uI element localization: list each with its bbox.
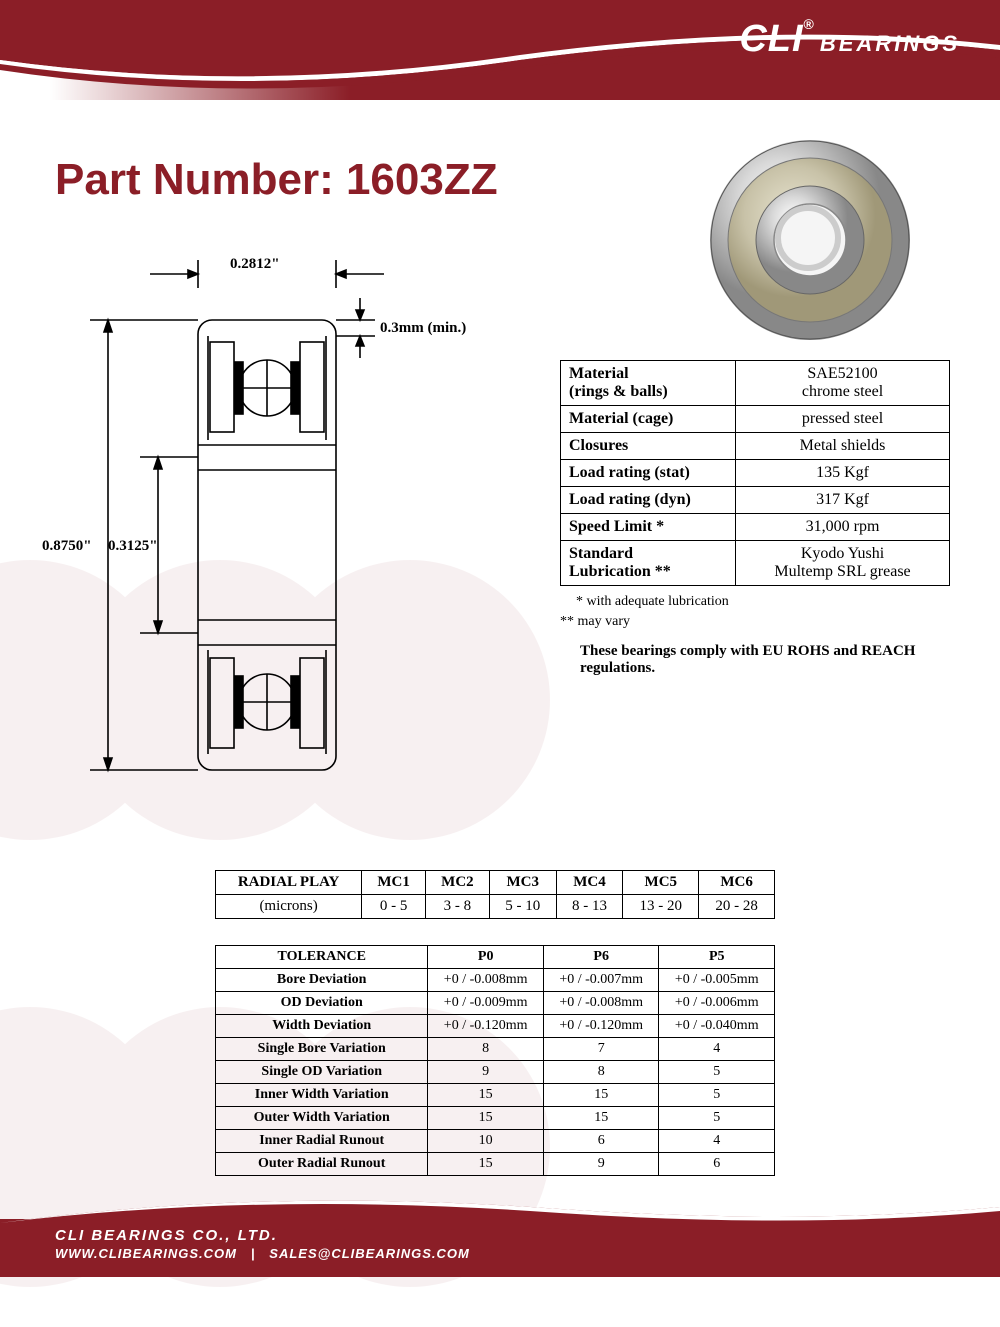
radial-value: 13 - 20 [623, 895, 699, 919]
tol-value: +0 / -0.008mm [428, 969, 544, 992]
radial-value: 5 - 10 [489, 895, 556, 919]
tol-value: 5 [659, 1084, 775, 1107]
spec-value: SAE52100chrome steel [736, 361, 950, 406]
tol-row-label: Bore Deviation [216, 969, 428, 992]
tol-value: +0 / -0.007mm [543, 969, 659, 992]
spec-value: Kyodo YushiMultemp SRL grease [736, 541, 950, 586]
spec-label: Load rating (stat) [561, 460, 736, 487]
spec-label: Load rating (dyn) [561, 487, 736, 514]
footer-banner: CLI BEARINGS CO., LTD. WWW.CLIBEARINGS.C… [0, 1219, 1000, 1277]
cross-section-diagram: 0.2812" 0.3mm (min.) 0.8750" 0.3125" [30, 250, 500, 795]
title-label: Part Number: [55, 155, 334, 204]
dim-inner: 0.3125" [108, 538, 158, 554]
radial-col: MC2 [426, 871, 490, 895]
radial-value: 20 - 28 [699, 895, 775, 919]
brand-bearings: BEARINGS [820, 31, 960, 56]
radial-play-table: RADIAL PLAYMC1MC2MC3MC4MC5MC6 (microns)0 … [215, 870, 775, 919]
brand-logo: CLI® BEARINGS [739, 18, 960, 61]
spec-value: 135 Kgf [736, 460, 950, 487]
tol-value: +0 / -0.040mm [659, 1015, 775, 1038]
tol-value: +0 / -0.120mm [543, 1015, 659, 1038]
radial-unit: (microns) [216, 895, 362, 919]
tolerance-table: TOLERANCEP0P6P5Bore Deviation+0 / -0.008… [215, 945, 775, 1176]
tol-value: 6 [659, 1153, 775, 1176]
tol-value: 9 [543, 1153, 659, 1176]
tol-row-label: Single OD Variation [216, 1061, 428, 1084]
tol-value: 15 [428, 1084, 544, 1107]
spec-label: Material(rings & balls) [561, 361, 736, 406]
radial-value: 8 - 13 [556, 895, 623, 919]
radial-value: 0 - 5 [362, 895, 426, 919]
tol-value: 9 [428, 1061, 544, 1084]
tol-value: +0 / -0.005mm [659, 969, 775, 992]
footer-text: CLI BEARINGS CO., LTD. WWW.CLIBEARINGS.C… [55, 1227, 470, 1261]
spec-table: Material(rings & balls)SAE52100chrome st… [560, 360, 950, 677]
tol-value: 15 [543, 1107, 659, 1130]
header-banner: CLI® BEARINGS [0, 0, 1000, 100]
tol-value: 15 [428, 1107, 544, 1130]
spec-label: Material (cage) [561, 406, 736, 433]
tol-row-label: Width Deviation [216, 1015, 428, 1038]
radial-col: MC4 [556, 871, 623, 895]
tol-value: +0 / -0.006mm [659, 992, 775, 1015]
tol-value: 15 [428, 1153, 544, 1176]
footer-swoosh [0, 1195, 1000, 1223]
tol-row-label: Inner Width Variation [216, 1084, 428, 1107]
tol-value: 8 [543, 1061, 659, 1084]
tol-header: TOLERANCE [216, 946, 428, 969]
dim-outer: 0.8750" [42, 538, 92, 554]
tol-row-label: OD Deviation [216, 992, 428, 1015]
tol-value: +0 / -0.008mm [543, 992, 659, 1015]
dim-width: 0.2812" [230, 256, 280, 272]
spec-label: Closures [561, 433, 736, 460]
tol-value: 8 [428, 1038, 544, 1061]
page-title: Part Number: 1603ZZ [55, 155, 498, 205]
footer-website: WWW.CLIBEARINGS.COM [55, 1246, 237, 1261]
tol-value: 15 [543, 1084, 659, 1107]
tol-value: 4 [659, 1038, 775, 1061]
spec-value: pressed steel [736, 406, 950, 433]
radial-col: MC1 [362, 871, 426, 895]
tol-value: 6 [543, 1130, 659, 1153]
tol-row-label: Single Bore Variation [216, 1038, 428, 1061]
tol-col: P6 [543, 946, 659, 969]
tol-value: 4 [659, 1130, 775, 1153]
spec-value: Metal shields [736, 433, 950, 460]
footer-email: SALES@CLIBEARINGS.COM [269, 1246, 470, 1261]
radial-col: MC6 [699, 871, 775, 895]
tol-value: 5 [659, 1107, 775, 1130]
tol-row-label: Inner Radial Runout [216, 1130, 428, 1153]
bearing-photo [700, 130, 920, 355]
tol-value: 7 [543, 1038, 659, 1061]
dim-chamfer: 0.3mm (min.) [380, 320, 466, 336]
tol-row-label: Outer Width Variation [216, 1107, 428, 1130]
radial-col: MC5 [623, 871, 699, 895]
tol-value: 10 [428, 1130, 544, 1153]
radial-header: RADIAL PLAY [216, 871, 362, 895]
tol-row-label: Outer Radial Runout [216, 1153, 428, 1176]
brand-registered: ® [804, 16, 814, 32]
tol-value: +0 / -0.120mm [428, 1015, 544, 1038]
spec-label: StandardLubrication ** [561, 541, 736, 586]
tol-value: 5 [659, 1061, 775, 1084]
compliance-text: These bearings comply with EU ROHS and R… [560, 643, 950, 677]
tol-value: +0 / -0.009mm [428, 992, 544, 1015]
radial-value: 3 - 8 [426, 895, 490, 919]
radial-col: MC3 [489, 871, 556, 895]
spec-value: 31,000 rpm [736, 514, 950, 541]
title-value: 1603ZZ [346, 155, 498, 204]
tol-col: P0 [428, 946, 544, 969]
brand-cli: CLI [739, 18, 803, 60]
note-vary: ** may vary [560, 612, 950, 632]
footer-separator: | [251, 1246, 256, 1261]
footer-company: CLI BEARINGS CO., LTD. [55, 1227, 470, 1244]
note-lubrication: * with adequate lubrication [560, 592, 950, 612]
spec-value: 317 Kgf [736, 487, 950, 514]
spec-label: Speed Limit * [561, 514, 736, 541]
tol-col: P5 [659, 946, 775, 969]
